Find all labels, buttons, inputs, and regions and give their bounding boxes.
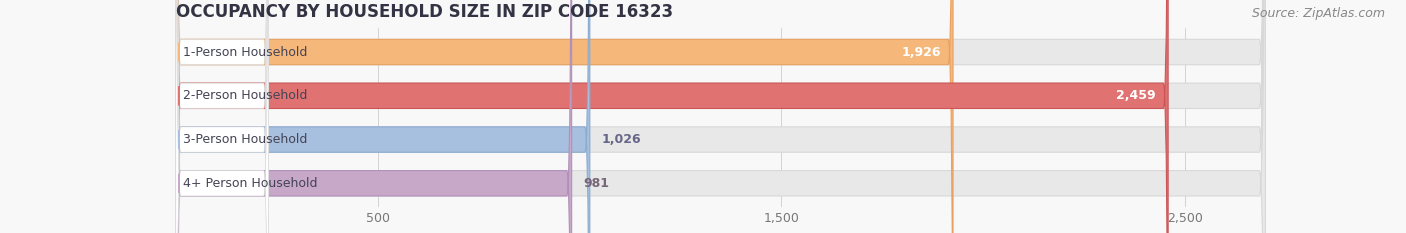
- FancyBboxPatch shape: [176, 0, 1265, 233]
- Text: 1,926: 1,926: [901, 45, 941, 58]
- FancyBboxPatch shape: [176, 0, 269, 233]
- FancyBboxPatch shape: [176, 0, 591, 233]
- Text: 1-Person Household: 1-Person Household: [183, 45, 308, 58]
- FancyBboxPatch shape: [176, 0, 572, 233]
- FancyBboxPatch shape: [176, 0, 1265, 233]
- FancyBboxPatch shape: [176, 0, 269, 233]
- FancyBboxPatch shape: [176, 0, 953, 233]
- Text: Source: ZipAtlas.com: Source: ZipAtlas.com: [1251, 7, 1385, 20]
- Text: 3-Person Household: 3-Person Household: [183, 133, 308, 146]
- FancyBboxPatch shape: [176, 0, 269, 233]
- FancyBboxPatch shape: [176, 0, 1265, 233]
- Text: 2,459: 2,459: [1116, 89, 1156, 102]
- FancyBboxPatch shape: [176, 0, 269, 233]
- Text: 2-Person Household: 2-Person Household: [183, 89, 308, 102]
- Text: 981: 981: [583, 177, 610, 190]
- Text: OCCUPANCY BY HOUSEHOLD SIZE IN ZIP CODE 16323: OCCUPANCY BY HOUSEHOLD SIZE IN ZIP CODE …: [176, 3, 673, 21]
- Text: 4+ Person Household: 4+ Person Household: [183, 177, 318, 190]
- FancyBboxPatch shape: [176, 0, 1265, 233]
- Text: 1,026: 1,026: [602, 133, 641, 146]
- FancyBboxPatch shape: [176, 0, 1168, 233]
